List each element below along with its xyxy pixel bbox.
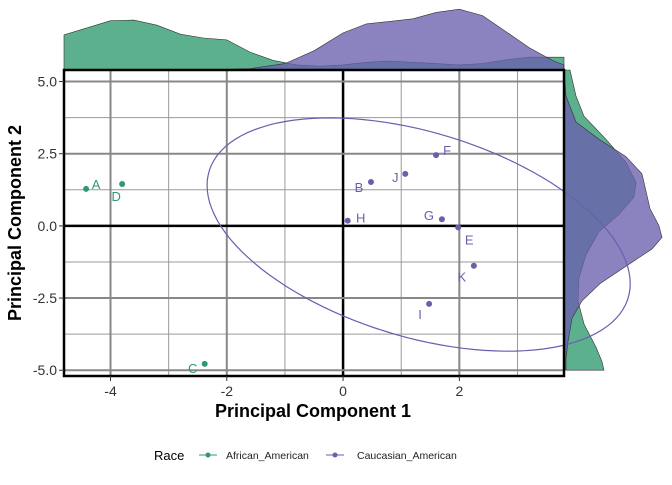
density-right-caucasian-american — [563, 69, 663, 371]
point-label: C — [188, 361, 197, 376]
point-label: B — [355, 180, 364, 195]
data-point — [367, 179, 374, 186]
legend-label: Caucasian_American — [357, 450, 457, 462]
legend: Race African_American Caucasian_American — [154, 448, 457, 463]
y-axis-ticks: 5.0 2.5 0.0 -2.5 -5.0 — [33, 74, 64, 378]
confidence-ellipse — [206, 117, 631, 352]
legend-key-dot — [332, 452, 338, 458]
data-point — [83, 185, 90, 192]
y-tick-label: 2.5 — [38, 146, 58, 162]
x-axis-label: Principal Component 1 — [215, 401, 411, 421]
x-axis-ticks: -4 -2 0 2 — [104, 376, 463, 399]
y-tick-label: 5.0 — [38, 74, 58, 90]
point-label: A — [92, 177, 101, 192]
ellipse-layer — [206, 117, 631, 352]
right-marginal-density — [563, 69, 663, 371]
data-points: AD C B J F H G E K I — [83, 143, 477, 376]
legend-key-dot — [205, 452, 211, 458]
data-point — [402, 170, 409, 177]
y-axis-label: Principal Component 2 — [5, 125, 25, 321]
data-point — [455, 224, 462, 231]
x-tick-label: 2 — [455, 383, 463, 399]
data-point — [433, 152, 440, 159]
point-label: G — [424, 208, 434, 223]
point-label: K — [458, 270, 467, 285]
data-point — [119, 181, 126, 188]
point-label: D — [111, 189, 120, 204]
point-label: F — [443, 143, 451, 158]
data-point — [344, 217, 351, 224]
top-marginal-density — [63, 8, 565, 71]
legend-title: Race — [154, 448, 184, 463]
plot-grid — [64, 70, 564, 376]
y-tick-label: -2.5 — [33, 290, 57, 306]
x-tick-label: -2 — [221, 383, 234, 399]
y-tick-label: 0.0 — [38, 218, 58, 234]
y-tick-label: -5.0 — [33, 362, 57, 378]
data-point — [438, 216, 445, 223]
legend-label: African_American — [226, 450, 309, 462]
legend-item-caucasian-american: Caucasian_American — [326, 450, 457, 462]
point-label: H — [356, 211, 365, 226]
plot-border — [62, 68, 566, 378]
point-label: I — [418, 307, 422, 322]
data-point — [470, 262, 477, 269]
x-tick-label: 0 — [339, 383, 347, 399]
x-tick-label: -4 — [104, 383, 117, 399]
legend-item-african-american: African_American — [199, 450, 309, 462]
data-point — [426, 300, 433, 307]
data-point — [201, 360, 208, 367]
point-label: E — [465, 232, 474, 247]
point-label: J — [392, 170, 399, 185]
